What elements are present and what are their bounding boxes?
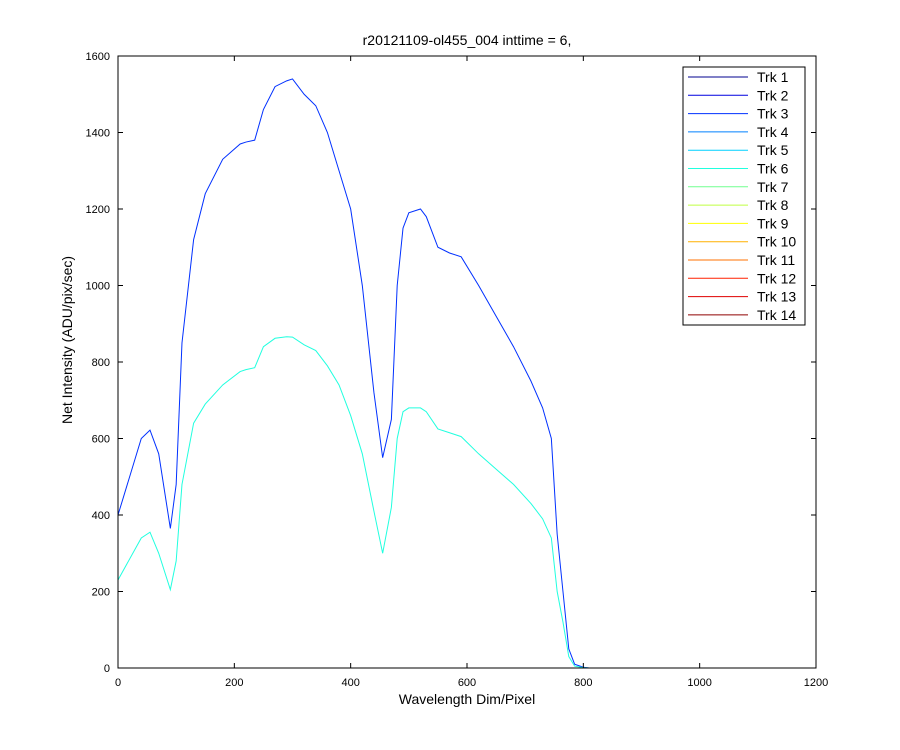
legend-label-13: Trk 13: [757, 289, 796, 305]
legend-label-7: Trk 7: [757, 179, 789, 195]
ticks-layer: 0 200 400 600 800 1000 1200 0 200 400 600 800 1000 12…: [86, 51, 829, 689]
legend-box: [682, 66, 806, 326]
x-tick-label: 400: [341, 677, 359, 689]
x-tick-label: 1000: [687, 677, 711, 689]
legend-label-6: Trk 6: [757, 161, 789, 177]
legend-label-1: Trk 1: [757, 69, 789, 85]
legend-label-14: Trk 14: [757, 307, 796, 323]
axes-frame: [117, 55, 817, 669]
y-tick-label: 1400: [86, 128, 110, 140]
legend-label-9: Trk 9: [757, 215, 789, 231]
legend-label-2: Trk 2: [757, 87, 789, 103]
legend: Trk 1 Trk 2 Trk 3 Trk 4 Trk 5 Trk 6 Trk 7 Trk 8…: [682, 66, 806, 326]
legend-label-4: Trk 4: [757, 124, 789, 140]
x-tick-label: 600: [458, 677, 476, 689]
chart-title: r20121109-ol455_004 inttime = 6,: [363, 32, 572, 48]
y-tick-label: 600: [92, 434, 110, 446]
legend-label-8: Trk 8: [757, 197, 789, 213]
legend-label-12: Trk 12: [757, 270, 796, 286]
legend-label-10: Trk 10: [757, 234, 796, 250]
legend-label-5: Trk 5: [757, 142, 789, 158]
x-tick-label: 1200: [804, 677, 828, 689]
series-line-3: [117, 78, 714, 669]
y-tick-label: 1200: [86, 204, 110, 216]
legend-items: Trk 1 Trk 2 Trk 3 Trk 4 Trk 5 Trk 6 Trk 7 Trk 8…: [688, 69, 796, 323]
legend-label-11: Trk 11: [757, 252, 795, 268]
y-tick-label: 0: [104, 663, 110, 675]
y-axis-label: Net Intensity (ADU/pix/sec): [59, 256, 75, 424]
y-tick-label: 400: [92, 510, 110, 522]
x-tick-label: 200: [225, 677, 243, 689]
legend-label-3: Trk 3: [757, 106, 789, 122]
y-tick-label: 1000: [86, 281, 110, 293]
x-axis-label: Wavelength Dim/Pixel: [399, 691, 535, 707]
y-tick-label: 200: [92, 587, 110, 599]
y-tick-label: 1600: [86, 51, 110, 63]
x-tick-label: 0: [115, 677, 121, 689]
series-line-6: [117, 336, 714, 669]
x-tick-label: 800: [574, 677, 592, 689]
y-tick-label: 800: [92, 357, 110, 369]
